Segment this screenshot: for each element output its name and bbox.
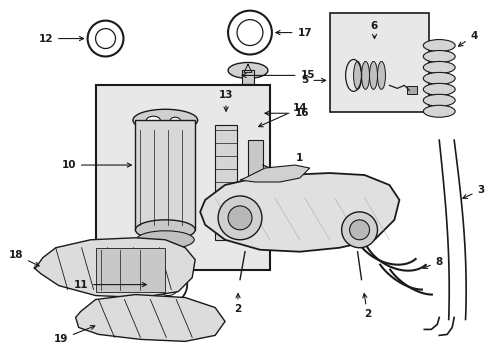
Text: 18: 18 [9, 250, 39, 266]
Text: 5: 5 [301, 75, 325, 85]
Ellipse shape [353, 62, 361, 89]
Text: 16: 16 [264, 108, 308, 118]
Ellipse shape [133, 109, 197, 131]
Ellipse shape [423, 40, 454, 51]
Text: 3: 3 [462, 185, 484, 198]
Ellipse shape [369, 62, 377, 89]
Bar [95, 248, 165, 292]
Text: 15: 15 [242, 71, 314, 80]
Ellipse shape [423, 50, 454, 62]
Circle shape [230, 102, 252, 124]
Text: 1: 1 [296, 153, 303, 176]
Ellipse shape [170, 117, 180, 123]
Ellipse shape [423, 94, 454, 106]
Text: 17: 17 [275, 28, 311, 37]
Bar [247, 140, 263, 195]
Circle shape [341, 212, 377, 248]
Bar [135, 120, 195, 230]
Ellipse shape [423, 62, 454, 73]
Text: 11: 11 [73, 280, 146, 289]
Circle shape [349, 220, 369, 240]
Text: 13: 13 [218, 90, 233, 111]
FancyBboxPatch shape [95, 85, 269, 270]
FancyBboxPatch shape [329, 13, 428, 112]
Ellipse shape [361, 62, 369, 89]
Text: 2: 2 [234, 294, 241, 315]
Text: 4: 4 [458, 31, 477, 46]
Ellipse shape [136, 231, 194, 249]
Bar [215, 125, 237, 240]
Ellipse shape [377, 62, 385, 89]
Ellipse shape [423, 72, 454, 84]
Text: 9: 9 [325, 178, 350, 190]
Text: 6: 6 [370, 21, 377, 39]
Circle shape [95, 28, 115, 49]
FancyBboxPatch shape [229, 84, 258, 102]
Text: 8: 8 [422, 257, 442, 269]
Bar [407, 86, 416, 94]
Polygon shape [240, 165, 309, 182]
Ellipse shape [227, 62, 267, 78]
Text: 7: 7 [343, 210, 365, 223]
Polygon shape [200, 173, 399, 252]
Text: 19: 19 [53, 325, 95, 345]
Polygon shape [76, 294, 224, 341]
Circle shape [157, 274, 179, 296]
Circle shape [237, 20, 263, 45]
Text: 2: 2 [362, 293, 370, 319]
Bar [242, 71, 253, 84]
Circle shape [218, 196, 262, 240]
Polygon shape [34, 238, 195, 298]
Ellipse shape [423, 105, 454, 117]
Text: 10: 10 [61, 160, 131, 170]
Circle shape [227, 206, 251, 230]
Text: 14: 14 [258, 103, 306, 127]
Ellipse shape [146, 116, 160, 124]
Bar [277, 192, 291, 202]
Text: 12: 12 [39, 33, 83, 44]
Ellipse shape [423, 84, 454, 95]
Ellipse shape [135, 220, 195, 240]
